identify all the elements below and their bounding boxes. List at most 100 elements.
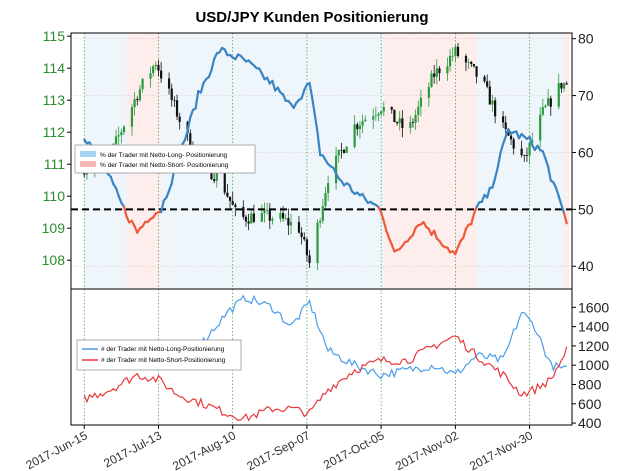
- top-legend-box: [74, 144, 256, 174]
- price-candle-body: [319, 220, 322, 223]
- sentiment-fill-strip: [484, 33, 488, 289]
- sentiment-fill-strip: [415, 33, 419, 289]
- price-candle-body: [271, 218, 274, 221]
- bottom-axis-tick-label: 800: [578, 376, 602, 392]
- sentiment-fill-strip: [561, 33, 565, 289]
- left-axis-tick-label: 108: [42, 252, 66, 268]
- pct-line-segment: [385, 229, 391, 240]
- sentiment-fill-strip: [304, 33, 308, 289]
- price-candle-body: [435, 68, 438, 77]
- price-candle-body: [509, 135, 513, 140]
- price-candle-body: [528, 142, 531, 156]
- pct-line-segment: [271, 79, 277, 92]
- sentiment-fill-strip: [285, 33, 289, 289]
- sentiment-fill-strip: [465, 33, 470, 289]
- sentiment-fill-strip: [431, 33, 435, 289]
- price-candle-body: [138, 89, 142, 101]
- pct-line-segment: [470, 212, 476, 226]
- sentiment-fill-strip: [505, 33, 509, 289]
- x-axis-tick-label: 2017-Jul-13: [101, 428, 164, 470]
- bottom-axis-tick-label: 1600: [578, 299, 609, 315]
- sentiment-fill-strip: [447, 33, 451, 289]
- sentiment-fill-strip: [336, 33, 340, 289]
- bottom-axis-tick-label: 400: [578, 415, 602, 431]
- pct-line-segment: [486, 186, 491, 199]
- pct-line-segment: [494, 166, 499, 180]
- bottom-axis-tick-label: 1200: [578, 338, 609, 354]
- price-candle-body: [136, 99, 139, 101]
- price-candle-body: [260, 213, 263, 222]
- pct-line-segment: [281, 93, 287, 102]
- sentiment-fill-strip: [333, 33, 337, 289]
- price-candle-body: [114, 136, 118, 145]
- price-candle-body: [149, 73, 152, 79]
- pct-line-segment: [114, 186, 120, 198]
- price-candle-body: [547, 98, 550, 106]
- sentiment-fill-strip: [344, 33, 348, 289]
- pct-line-segment: [380, 211, 385, 223]
- right-axis-tick-label: 50: [578, 201, 594, 217]
- price-candle-body: [525, 155, 529, 156]
- pct-line-segment: [501, 135, 507, 146]
- price-candle-body: [223, 171, 226, 193]
- bottom-legend: # der Trader mit Netto-Long-Positionieru…: [76, 339, 242, 371]
- price-candle-body: [409, 122, 412, 128]
- sentiment-fill-strip: [346, 33, 350, 289]
- price-candle-body: [557, 82, 560, 107]
- price-candle-body: [520, 148, 523, 156]
- pct-line-segment: [411, 226, 417, 237]
- sentiment-fill-strip: [306, 33, 310, 289]
- price-candle-body: [334, 155, 338, 184]
- sentiment-fill-strip: [508, 33, 512, 289]
- sentiment-fill-strip: [269, 33, 273, 289]
- price-candle-body: [133, 99, 136, 107]
- sentiment-fill-strip: [492, 33, 496, 289]
- price-candle-body: [541, 107, 544, 115]
- pct-line-segment: [122, 205, 128, 218]
- sentiment-fill-strip: [513, 33, 517, 289]
- pct-line-segment: [316, 131, 322, 157]
- price-candle-body: [390, 107, 393, 110]
- sentiment-fill-strip: [524, 33, 528, 289]
- price-candle-body: [337, 149, 340, 156]
- price-candle-body: [419, 97, 423, 107]
- price-candle-body: [494, 100, 497, 117]
- sentiment-fill-strip: [405, 33, 409, 289]
- sentiment-fill-strip: [357, 33, 361, 289]
- pct-line-segment: [390, 243, 396, 253]
- pct-line-segment: [183, 129, 189, 141]
- sentiment-fill-strip: [412, 33, 417, 289]
- price-candle-body: [433, 73, 436, 77]
- sentiment-fill-strip: [511, 33, 515, 289]
- short-traders-line: [83, 335, 568, 422]
- price-candle-body: [300, 232, 303, 238]
- sentiment-fill-strip: [288, 33, 292, 289]
- price-candle-body: [120, 132, 123, 136]
- pct-line-segment: [308, 81, 314, 100]
- legend-label-long-count: # der Trader mit Netto-Long-Positionieru…: [101, 346, 225, 353]
- price-candle-body: [364, 119, 367, 122]
- price-candle-body: [250, 213, 253, 224]
- price-candle-body: [491, 100, 494, 105]
- price-candle-body: [284, 218, 287, 219]
- pct-line-segment: [454, 245, 460, 256]
- sentiment-fill-strip: [267, 33, 271, 289]
- pct-line-segment: [433, 229, 438, 240]
- bottom-axis-tick-label: 1400: [578, 319, 609, 335]
- pct-line-segment: [462, 227, 468, 239]
- sentiment-fill-strip: [365, 33, 369, 289]
- pct-line-segment: [194, 89, 200, 110]
- sentiment-fill-strip: [354, 33, 358, 289]
- price-candle-body: [430, 73, 433, 88]
- price-candle-body: [324, 193, 327, 206]
- sentiment-fill-strip: [367, 33, 371, 289]
- left-axis-tick-label: 113: [43, 92, 66, 108]
- price-candle-body: [512, 139, 515, 149]
- pct-line-segment: [472, 206, 478, 216]
- price-candle-body: [456, 46, 460, 57]
- sentiment-fill-strip: [537, 33, 541, 289]
- sentiment-fill-strip: [463, 33, 467, 289]
- bottom-axis-tick-label: 600: [578, 396, 602, 412]
- sentiment-fill-strip: [439, 33, 443, 289]
- left-axis-tick-label: 110: [43, 188, 66, 204]
